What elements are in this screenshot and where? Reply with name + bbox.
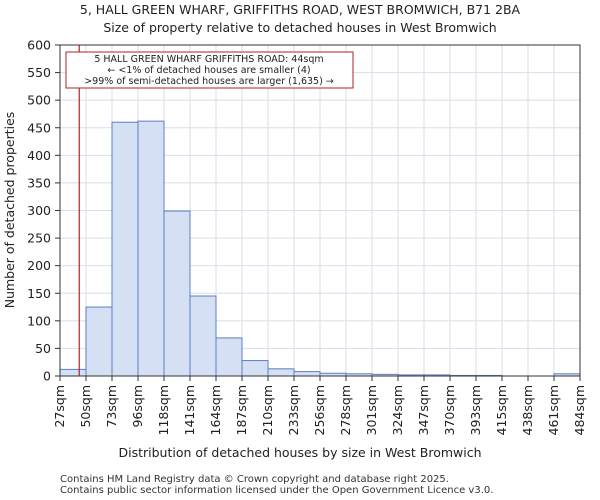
bars: [59, 120, 581, 377]
x-tick-label-484sqm: 484sqm: [572, 385, 587, 435]
y-tick-label-2: 100: [27, 313, 51, 328]
bar-233sqm: [293, 371, 321, 377]
bar-27sqm: [59, 368, 87, 377]
x-tick-label-73sqm: 73sqm: [104, 385, 119, 428]
x-tick-label-118sqm: 118sqm: [156, 385, 171, 435]
bar-141sqm: [189, 295, 217, 377]
y-tick-label-7: 350: [27, 175, 51, 190]
bar-73sqm: [111, 121, 139, 377]
x-tick-label-370sqm: 370sqm: [442, 385, 457, 435]
x-tick-label-50sqm: 50sqm: [78, 385, 93, 428]
annotation-line-1: 5 HALL GREEN WHARF GRIFFITHS ROAD: 44sqm: [94, 54, 323, 65]
y-tick-label-8: 400: [27, 148, 51, 163]
x-tick-label-233sqm: 233sqm: [286, 385, 301, 435]
footer-line-2: Contains public sector information licen…: [60, 485, 494, 496]
histogram-chart: 5, HALL GREEN WHARF, GRIFFITHS ROAD, WES…: [2, 2, 587, 460]
x-tick-label-461sqm: 461sqm: [546, 385, 561, 435]
bar-118sqm: [163, 210, 191, 377]
y-tick-label-5: 250: [27, 231, 51, 246]
x-tick-label-278sqm: 278sqm: [338, 385, 353, 435]
x-tick-label-141sqm: 141sqm: [182, 385, 197, 435]
y-tick-label-6: 300: [27, 203, 51, 218]
y-tick-label-3: 150: [27, 286, 51, 301]
bar-210sqm: [267, 368, 295, 377]
y-axis-label: Number of detached properties: [2, 112, 17, 309]
y-tick-label-1: 50: [35, 341, 51, 356]
bar-164sqm: [215, 337, 243, 377]
y-tick-label-11: 550: [27, 65, 51, 80]
annotation-border: [65, 51, 354, 89]
x-tick-label-347sqm: 347sqm: [416, 385, 431, 435]
x-tick-label-324sqm: 324sqm: [390, 385, 405, 435]
y-tick-label-10: 500: [27, 93, 51, 108]
bar-50sqm: [85, 306, 113, 377]
x-axis-label: Distribution of detached houses by size …: [118, 445, 481, 460]
annotation-line-3: >99% of semi-detached houses are larger …: [84, 76, 334, 87]
x-tick-label-210sqm: 210sqm: [260, 385, 275, 435]
y-tick-label-9: 450: [27, 120, 51, 135]
x-tick-label-393sqm: 393sqm: [468, 385, 483, 435]
annotation-box: 5 HALL GREEN WHARF GRIFFITHS ROAD: 44sqm…: [65, 51, 354, 89]
x-tick-label-187sqm: 187sqm: [234, 385, 249, 435]
x-tick-label-164sqm: 164sqm: [208, 385, 223, 435]
y-axis-ticks: 0 50 100 150 200 250 300 350 400 450 500 550 600: [27, 38, 60, 384]
x-tick-label-27sqm: 27sqm: [52, 385, 67, 428]
bar-96sqm: [137, 120, 165, 377]
x-tick-label-301sqm: 301sqm: [364, 385, 379, 435]
x-tick-label-438sqm: 438sqm: [520, 385, 535, 435]
y-tick-label-0: 0: [43, 369, 51, 384]
x-tick-label-256sqm: 256sqm: [312, 385, 327, 435]
y-tick-label-4: 200: [27, 258, 51, 273]
chart-subtitle: Size of property relative to detached ho…: [103, 20, 496, 35]
footer-line-1: Contains HM Land Registry data © Crown c…: [60, 474, 449, 485]
x-tick-label-415sqm: 415sqm: [494, 385, 509, 435]
x-tick-label-96sqm: 96sqm: [130, 385, 145, 428]
y-tick-label-12: 600: [27, 38, 51, 53]
annotation-line-2: ← <1% of detached houses are smaller (4): [107, 65, 310, 76]
chart-title: 5, HALL GREEN WHARF, GRIFFITHS ROAD, WES…: [80, 2, 521, 17]
bar-187sqm: [241, 360, 269, 377]
x-axis-ticks: 27sqm 50sqm 73sqm 96sqm 118sqm 141sqm 164sqm 18…: [52, 376, 587, 435]
